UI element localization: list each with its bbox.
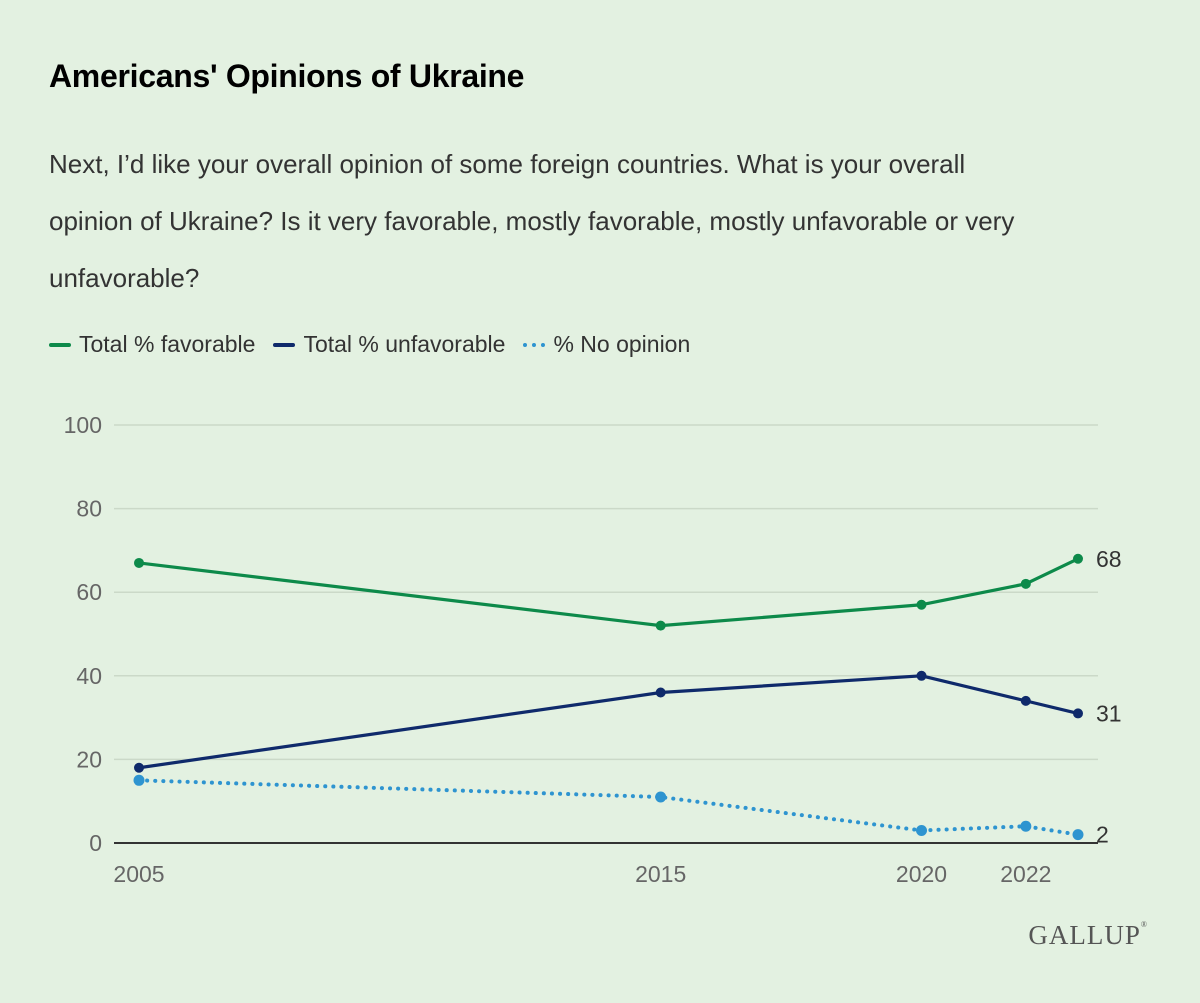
chart-subtitle: Next, I’d like your overall opinion of s… xyxy=(49,149,1015,293)
chart-title: Americans' Opinions of Ukraine xyxy=(49,58,525,94)
data-point-no-opinion xyxy=(655,791,667,803)
logo-text: GALLUP xyxy=(1028,920,1141,950)
data-point-unfavorable xyxy=(655,687,666,698)
data-point-no-opinion xyxy=(1020,820,1032,832)
legend: Total % favorable Total % unfavorable % … xyxy=(49,331,708,358)
y-tick-label: 80 xyxy=(76,496,102,522)
data-point-no-opinion xyxy=(1072,829,1084,841)
data-point-unfavorable xyxy=(1020,695,1031,706)
x-tick-label: 2020 xyxy=(896,861,947,887)
data-point-favorable xyxy=(134,557,144,568)
x-tick-label: 2005 xyxy=(113,861,164,887)
registered-mark: ® xyxy=(1140,920,1148,929)
legend-swatch-no-opinion xyxy=(523,342,546,347)
series-group: 68 31 2 xyxy=(133,546,1122,848)
y-tick-label: 20 xyxy=(76,746,102,772)
series-no-opinion: 2 xyxy=(133,774,1109,848)
legend-swatch-favorable xyxy=(49,342,71,347)
y-axis-ticks: 0 20 40 60 80 100 xyxy=(64,412,102,856)
x-tick-label: 2022 xyxy=(1000,861,1051,887)
series-unfavorable: 31 xyxy=(134,670,1122,773)
gridlines xyxy=(114,424,1098,844)
series-favorable: 68 xyxy=(134,546,1122,631)
data-point-unfavorable xyxy=(1073,708,1083,719)
gallup-logo: GALLUP® xyxy=(1028,920,1148,951)
legend-label-favorable: Total % favorable xyxy=(79,331,256,357)
end-label-favorable: 68 xyxy=(1096,546,1122,572)
data-point-favorable xyxy=(916,599,927,610)
y-tick-label: 100 xyxy=(64,412,102,438)
legend-item-unfavorable: Total % unfavorable xyxy=(273,331,505,358)
end-label-no-opinion: 2 xyxy=(1096,822,1109,848)
legend-label-no-opinion: % No opinion xyxy=(553,331,691,357)
legend-item-no-opinion: % No opinion xyxy=(523,331,690,358)
data-point-favorable xyxy=(1073,553,1083,564)
y-tick-label: 40 xyxy=(76,663,102,689)
x-axis-ticks: 2005 2015 2020 2022 xyxy=(113,861,1051,887)
data-point-no-opinion xyxy=(133,774,145,786)
series-line-no-opinion xyxy=(137,778,1080,837)
legend-label-unfavorable: Total % unfavorable xyxy=(303,331,506,357)
y-tick-label: 0 xyxy=(89,830,102,856)
end-label-unfavorable: 31 xyxy=(1096,700,1122,726)
data-point-unfavorable xyxy=(916,670,927,681)
data-point-no-opinion xyxy=(916,824,927,836)
legend-swatch-unfavorable xyxy=(273,342,296,347)
data-point-unfavorable xyxy=(134,762,144,773)
x-tick-label: 2015 xyxy=(635,861,686,887)
data-point-favorable xyxy=(655,620,666,631)
legend-item-favorable: Total % favorable xyxy=(49,331,255,358)
series-line-unfavorable xyxy=(137,674,1080,770)
data-point-favorable xyxy=(1020,578,1031,589)
y-tick-label: 60 xyxy=(76,579,102,605)
